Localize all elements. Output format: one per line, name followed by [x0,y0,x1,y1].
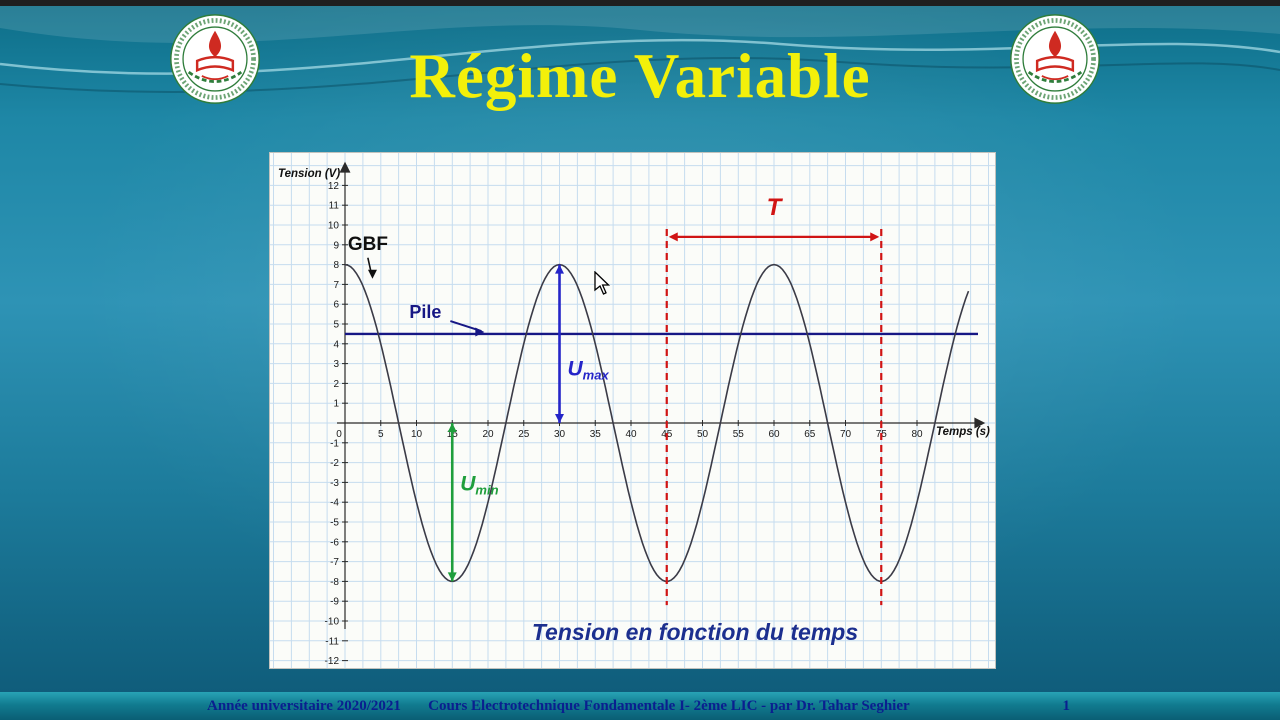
svg-text:0: 0 [336,429,342,440]
svg-text:10: 10 [411,429,423,440]
svg-text:Umax: Umax [568,357,610,382]
pile-label: Pile [409,302,485,337]
svg-text:1: 1 [333,399,339,410]
svg-text:7: 7 [333,280,339,291]
svg-text:-12: -12 [325,656,340,667]
svg-text:-4: -4 [330,498,339,509]
svg-text:-6: -6 [330,537,339,548]
svg-text:8: 8 [333,260,339,271]
university-seal-icon [1010,14,1100,104]
svg-text:-7: -7 [330,557,339,568]
page-number: 1 [1062,698,1071,714]
gbf-label: GBF [348,234,388,279]
svg-text:70: 70 [840,429,852,440]
university-logo-right [1008,12,1102,106]
university-seal-icon [170,14,260,104]
svg-text:55: 55 [733,429,745,440]
svg-text:-1: -1 [330,438,339,449]
svg-text:25: 25 [518,429,530,440]
svg-text:50: 50 [697,429,709,440]
svg-text:20: 20 [482,429,494,440]
svg-text:Temps (s): Temps (s) [936,426,990,438]
svg-text:-10: -10 [325,617,340,628]
svg-text:40: 40 [625,429,637,440]
svg-text:Pile: Pile [409,302,441,322]
voltage-time-chart: 12 11 10 9 8 7 6 5 4 3 2 1 -1 -2 -3 -4 -5 -6 -7 -8 -9 -10 -11-… [270,153,995,668]
svg-text:2: 2 [333,379,339,390]
axes [337,161,986,629]
svg-text:-3: -3 [330,478,339,489]
grid [270,153,995,668]
footer-center-text: Cours Electrotechnique Fondamentale I- 2… [428,698,910,714]
svg-text:30: 30 [554,429,566,440]
svg-text:60: 60 [768,429,780,440]
gbf-curve [344,263,970,583]
svg-text:12: 12 [328,181,340,192]
chart-canvas: 121110987654321-1-2-3-4-5-6-7-8-9-10-11-… [270,153,995,668]
svg-text:6: 6 [333,300,339,311]
svg-text:3: 3 [333,359,339,370]
page-title: Régime Variable [409,41,871,111]
svg-text:10: 10 [328,221,340,232]
svg-text:GBF: GBF [348,234,388,255]
umin-annotation: Umin [447,423,499,582]
svg-text:35: 35 [590,429,602,440]
svg-text:-5: -5 [330,518,339,529]
umax-annotation: Umax [555,264,610,423]
svg-text:5: 5 [378,429,384,440]
footer-left-text: Année universitaire 2020/2021 [207,698,401,714]
chart-caption: Tension en fonction du temps [532,619,858,645]
svg-text:-2: -2 [330,458,339,469]
svg-text:4: 4 [333,339,339,350]
svg-text:-11: -11 [325,636,339,647]
svg-text:T: T [767,194,784,221]
svg-text:9: 9 [333,240,339,251]
period-annotation: T [665,194,883,606]
mouse-cursor [594,271,611,295]
svg-text:Tension (V): Tension (V) [278,168,340,180]
footer-bar: Année universitaire 2020/2021 Cours Elec… [0,692,1280,720]
svg-text:5: 5 [333,320,339,331]
university-logo-left [168,12,262,106]
svg-text:11: 11 [329,201,340,212]
svg-text:65: 65 [804,429,816,440]
svg-text:Umin: Umin [460,472,498,497]
svg-text:80: 80 [911,429,923,440]
svg-text:-9: -9 [330,597,339,608]
svg-text:-8: -8 [330,577,339,588]
